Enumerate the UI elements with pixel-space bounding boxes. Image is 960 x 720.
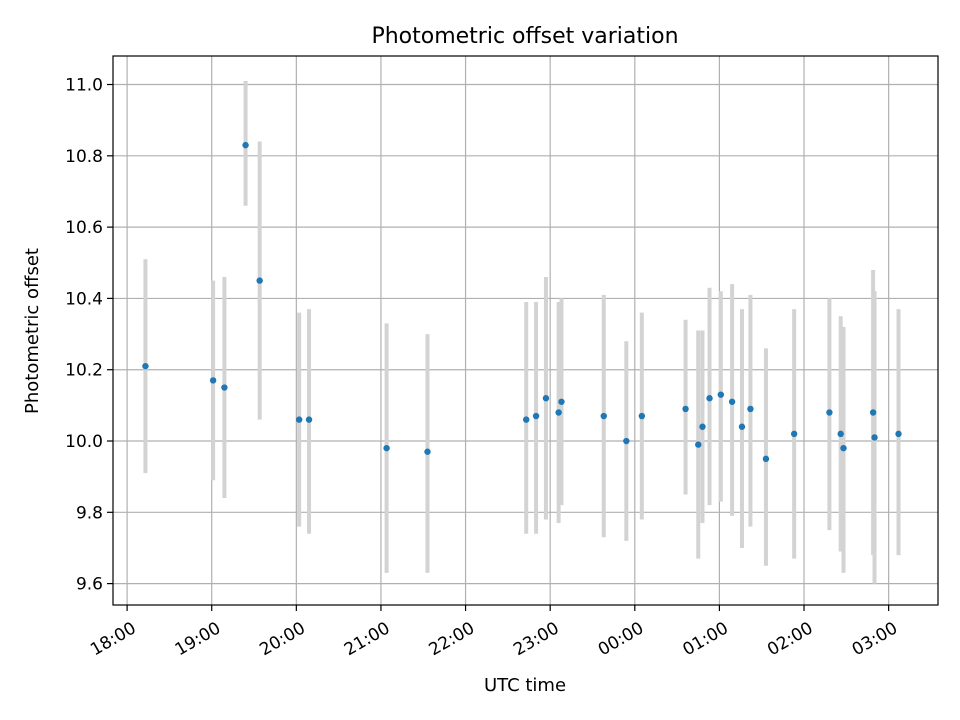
x-tick-label: 21:00 bbox=[341, 618, 393, 660]
data-point bbox=[221, 384, 228, 391]
plot-frame bbox=[112, 55, 939, 606]
y-tick-label: 9.8 bbox=[76, 503, 103, 523]
data-point bbox=[542, 395, 550, 402]
data-point bbox=[869, 409, 877, 416]
data-point bbox=[826, 409, 833, 416]
data-point bbox=[837, 430, 844, 438]
y-tick-label: 11.0 bbox=[65, 76, 103, 96]
data-point bbox=[728, 398, 736, 405]
data-points bbox=[142, 141, 902, 463]
data-point bbox=[558, 398, 565, 405]
data-point bbox=[840, 444, 847, 452]
data-point bbox=[717, 391, 725, 398]
data-point bbox=[871, 434, 878, 441]
x-tick-label: 22:00 bbox=[426, 618, 478, 660]
data-point bbox=[895, 430, 902, 438]
x-tick-label: 02:00 bbox=[764, 618, 816, 660]
x-tick-label: 19:00 bbox=[172, 618, 224, 660]
data-point bbox=[209, 377, 217, 384]
y-tick-label: 10.2 bbox=[65, 361, 103, 381]
data-point bbox=[695, 441, 702, 448]
data-point bbox=[747, 405, 754, 413]
x-axis: 18:00 19:00 20:00 21:00 22:00 23:00 00:00 01:00… bbox=[87, 605, 901, 660]
y-tick-label: 9.6 bbox=[76, 575, 103, 595]
chart-title: Photometric offset variation bbox=[371, 24, 678, 49]
data-point bbox=[699, 423, 706, 430]
y-tick-label: 10.0 bbox=[65, 432, 103, 452]
data-point bbox=[142, 362, 149, 370]
y-tick-label: 10.6 bbox=[65, 218, 103, 238]
data-point bbox=[706, 395, 713, 402]
data-point bbox=[600, 412, 607, 420]
data-point bbox=[682, 405, 689, 413]
data-point bbox=[305, 416, 313, 423]
data-point bbox=[532, 412, 540, 420]
x-tick-label: 18:00 bbox=[87, 618, 139, 660]
data-point bbox=[242, 141, 249, 149]
x-axis-label: UTC time bbox=[484, 675, 566, 696]
data-point bbox=[256, 277, 263, 284]
data-point bbox=[555, 409, 562, 416]
data-point bbox=[738, 423, 746, 430]
data-point bbox=[424, 448, 431, 455]
x-tick-label: 00:00 bbox=[595, 618, 647, 660]
data-point bbox=[762, 455, 770, 463]
data-point bbox=[523, 416, 530, 423]
data-point bbox=[623, 437, 630, 445]
x-tick-label: 01:00 bbox=[679, 618, 731, 660]
y-tick-label: 10.4 bbox=[65, 289, 103, 309]
y-axis-label: Photometric offset bbox=[22, 248, 43, 414]
data-point bbox=[638, 412, 646, 420]
data-point bbox=[383, 444, 390, 452]
x-tick-label: 23:00 bbox=[510, 618, 562, 660]
y-axis: 9.6 9.8 10.0 10.2 10.4 10.6 10.8 11.0 bbox=[65, 76, 113, 595]
y-tick-label: 10.8 bbox=[65, 147, 103, 167]
data-point bbox=[295, 416, 303, 423]
x-tick-label: 20:00 bbox=[256, 618, 308, 660]
data-point bbox=[790, 430, 798, 438]
x-tick-label: 03:00 bbox=[849, 618, 901, 660]
